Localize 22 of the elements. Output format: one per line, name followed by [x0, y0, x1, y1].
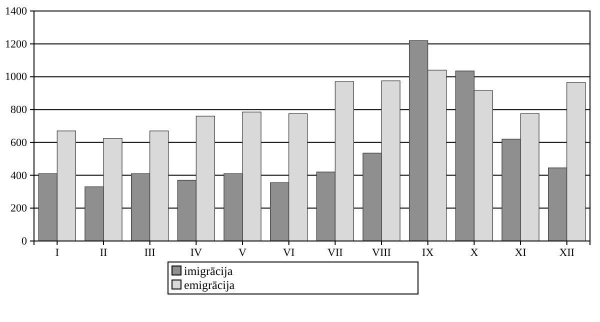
x-tick-label: X [470, 246, 478, 259]
y-tick-label: 600 [10, 136, 28, 149]
y-tick-label: 200 [10, 202, 28, 215]
x-tick-label: V [238, 246, 247, 259]
y-tick-label: 800 [10, 104, 28, 116]
x-tick-label: I [55, 246, 60, 259]
y-tick-label: 0 [22, 236, 28, 248]
legend-label: emigrācija [184, 278, 236, 292]
y-tick-label: 1200 [5, 38, 28, 50]
x-tick-label: VI [283, 246, 295, 259]
x-tick-label: IX [422, 246, 434, 259]
x-tick-label: XII [559, 246, 575, 259]
y-tick-label: 400 [10, 170, 28, 182]
x-tick-label: II [100, 246, 108, 259]
x-tick-label: VIII [372, 246, 392, 259]
x-tick-label: XI [514, 246, 527, 259]
y-tick-label: 1400 [5, 6, 28, 18]
y-tick-label: 1000 [5, 71, 28, 84]
legend-label: imigrācija [184, 264, 234, 278]
x-tick-label: III [144, 246, 156, 259]
x-tick-label: IV [190, 246, 202, 259]
x-tick-label: VII [328, 246, 344, 259]
